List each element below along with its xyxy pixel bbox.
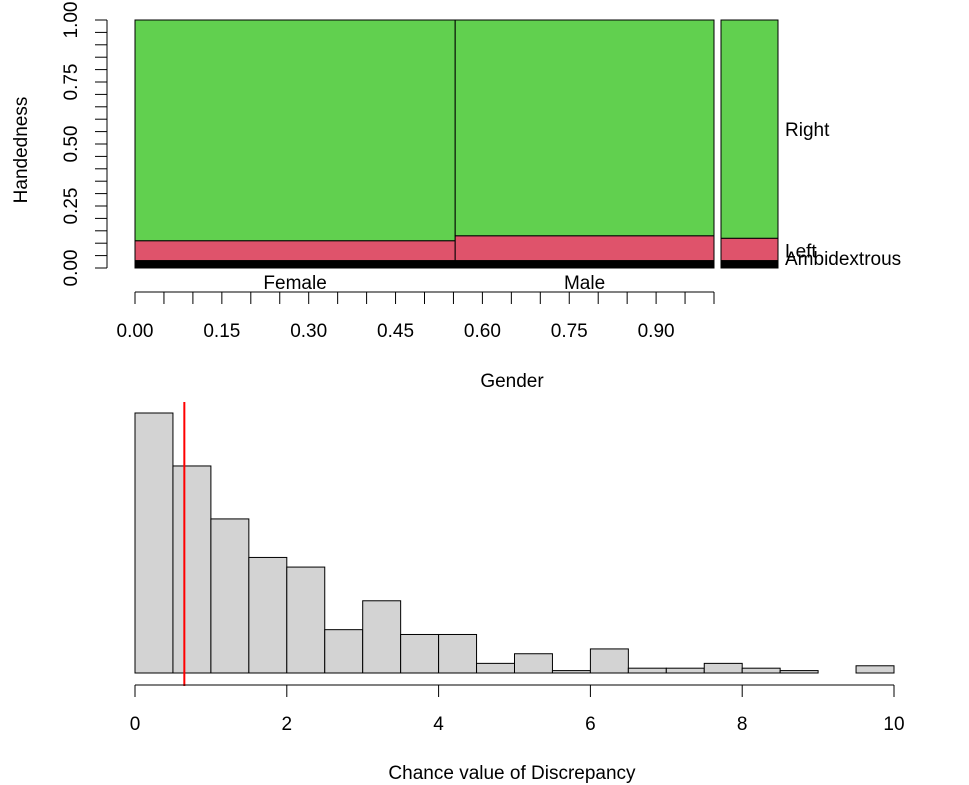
mosaic-marginal-right — [720, 19, 779, 239]
histogram-bar — [627, 667, 667, 674]
mosaic-marginal-left — [720, 237, 779, 262]
histogram-x-tick-label: 6 — [585, 714, 596, 735]
mosaic-column-label-female: Female — [263, 273, 326, 294]
histogram-bar — [703, 662, 743, 674]
mosaic-y-tick-label: 0.00 — [61, 250, 82, 287]
histogram-bar — [210, 518, 250, 674]
histogram-plot: 0 2 4 6 8 10 — [130, 402, 905, 735]
mosaic-cell-female-left — [134, 240, 456, 262]
histogram-bar — [665, 667, 705, 674]
mosaic-marginal-ambidextrous — [720, 260, 779, 269]
mosaic-category-label-left: Left — [785, 241, 817, 262]
mosaic-cell-male-right — [454, 19, 715, 237]
histogram-bar — [362, 600, 402, 674]
histogram-x-tick-label: 0 — [130, 714, 141, 735]
mosaic-x-tick-label: 0.90 — [638, 321, 675, 342]
histogram-bar — [324, 629, 364, 674]
histogram-bar — [476, 662, 515, 674]
histogram-x-tick-label: 10 — [883, 714, 904, 735]
mosaic-x-tick-label: 0.30 — [290, 321, 327, 342]
histogram-bar — [248, 556, 288, 674]
histogram-bar — [400, 633, 440, 674]
histogram-bar — [589, 648, 629, 674]
histogram-bar — [551, 670, 591, 674]
histogram-bar — [286, 566, 326, 674]
mosaic-cell-female-right — [134, 19, 456, 242]
mosaic-cell-female-ambidextrous — [134, 260, 456, 269]
mosaic-y-tick-label: 0.75 — [61, 64, 82, 101]
mosaic-y-axis-title: Handedness — [11, 97, 32, 204]
mosaic-y-tick-label: 0.25 — [61, 188, 82, 225]
mosaic-y-tick-label: 1.00 — [61, 2, 82, 39]
histogram-bar — [779, 670, 819, 674]
histogram-x-tick-label: 8 — [737, 714, 748, 735]
histogram-bar — [438, 633, 478, 674]
mosaic-category-label-ambidextrous: Ambidextrous — [785, 249, 901, 270]
histogram-bar — [134, 412, 174, 674]
mosaic-x-tick-label: 0.45 — [377, 321, 414, 342]
histogram-x-axis-title: Chance value of Discrepancy — [388, 763, 636, 784]
histogram-bar — [741, 667, 781, 674]
mosaic-category-label-right: Right — [785, 120, 830, 141]
histogram-x-tick-label: 4 — [433, 714, 444, 735]
mosaic-x-tick-label: 0.00 — [117, 321, 154, 342]
histogram-bar — [172, 465, 212, 674]
mosaic-x-axis-title: Gender — [480, 371, 544, 392]
mosaic-x-tick-label: 0.75 — [551, 321, 588, 342]
mosaic-cell-male-left — [454, 235, 715, 262]
mosaic-y-tick-label: 0.50 — [61, 126, 82, 163]
histogram-bar — [514, 653, 553, 674]
histogram-x-tick-label: 2 — [282, 714, 293, 735]
mosaic-column-label-male: Male — [564, 273, 605, 294]
histogram-bar — [855, 665, 895, 674]
mosaic-x-tick-label: 0.60 — [464, 321, 501, 342]
mosaic-x-tick-label: 0.15 — [203, 321, 240, 342]
mosaic-cell-male-ambidextrous — [454, 260, 715, 269]
